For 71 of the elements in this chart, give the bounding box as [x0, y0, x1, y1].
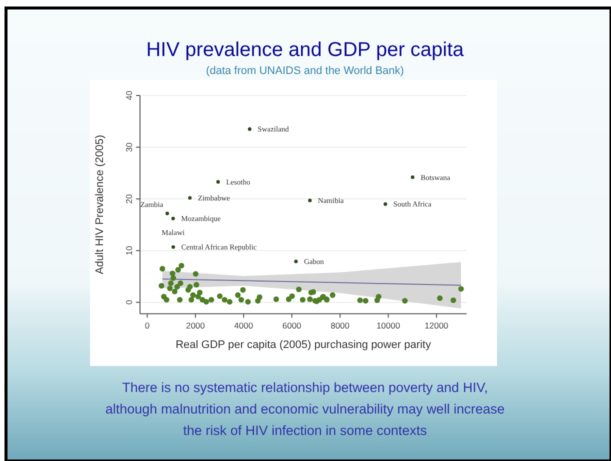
point	[165, 212, 170, 216]
x-tick-label: 10000	[376, 320, 400, 331]
point	[330, 292, 336, 298]
point	[255, 298, 261, 304]
point	[384, 202, 388, 206]
x-tick-label: 8000	[330, 320, 350, 331]
point	[307, 296, 313, 302]
point	[294, 260, 298, 264]
point	[296, 286, 302, 292]
text: There is no systematic relationship between poverty and HIV, although malnutrition and economic vulnerability may well increase the risk of HIV infection in some contexts	[105, 380, 505, 438]
point	[240, 287, 246, 293]
point	[178, 262, 184, 268]
point	[357, 297, 363, 304]
point	[248, 127, 252, 131]
point	[238, 296, 244, 303]
point	[171, 216, 175, 220]
point	[172, 288, 178, 294]
x-axis-title: Real GDP per capita (2005) purchasing power parity	[176, 339, 432, 351]
point	[410, 175, 414, 179]
point	[194, 282, 200, 288]
point	[308, 198, 312, 202]
point	[170, 270, 176, 276]
point	[188, 296, 194, 303]
y-tick-label: 20	[124, 194, 134, 204]
chart-subtitle: (data from UNAIDS and the World Bank)	[206, 65, 404, 77]
point	[164, 296, 170, 303]
point	[160, 266, 166, 272]
point	[273, 296, 279, 302]
point	[289, 293, 295, 299]
point	[203, 299, 210, 305]
x-tick-label: 12000	[424, 320, 449, 331]
point	[190, 292, 196, 298]
point	[178, 280, 184, 286]
point	[376, 294, 382, 300]
point	[196, 290, 203, 296]
point	[192, 271, 198, 277]
chart-title: HIV prevalence and GDP per capita	[146, 39, 465, 61]
point	[216, 180, 220, 184]
x-tick-label: 0	[144, 320, 150, 331]
point	[226, 299, 232, 305]
y-tick-label: 30	[124, 142, 134, 152]
point	[216, 293, 223, 299]
y-tick-label: 40	[124, 90, 134, 100]
point	[170, 275, 176, 281]
point	[235, 292, 241, 298]
point	[458, 286, 464, 292]
y-tick-label: 10	[124, 246, 134, 256]
point	[437, 295, 443, 301]
y-tick-label: 0	[124, 300, 134, 305]
point	[402, 298, 408, 304]
point	[245, 299, 251, 305]
point	[310, 289, 316, 295]
point	[167, 286, 173, 292]
x-tick-label: 6000	[282, 320, 302, 331]
point	[188, 196, 192, 200]
point	[208, 296, 214, 303]
point	[300, 296, 306, 303]
point	[450, 297, 456, 304]
point	[174, 284, 180, 290]
x-tick-label: 2000	[186, 320, 206, 331]
y-axis-title: Adult HIV Prevalence (2005)	[94, 134, 106, 274]
point	[176, 296, 183, 303]
point	[286, 296, 292, 302]
point	[168, 280, 174, 286]
point	[158, 282, 164, 289]
point	[222, 296, 228, 303]
point	[187, 284, 193, 290]
x-tick-label: 4000	[234, 320, 254, 331]
point	[175, 266, 181, 273]
point	[171, 245, 176, 249]
point	[362, 298, 368, 304]
